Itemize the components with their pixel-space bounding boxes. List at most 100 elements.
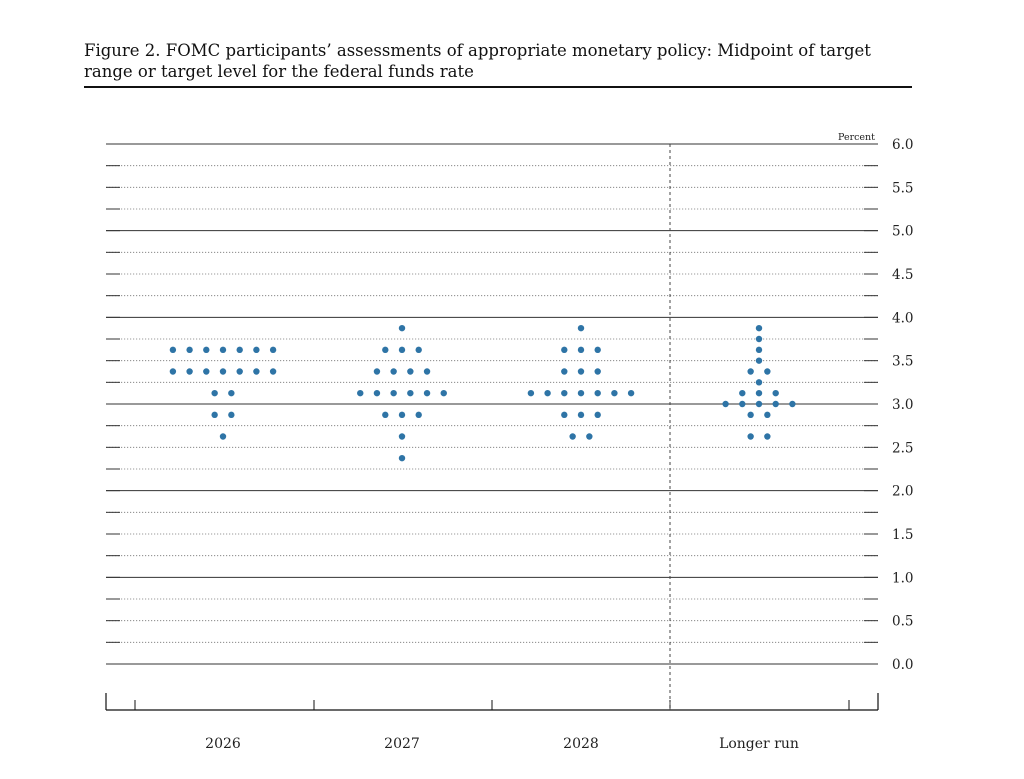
- participant-dot: [755, 400, 763, 408]
- participant-dot: [390, 368, 397, 375]
- participant-dot: [236, 346, 243, 354]
- participant-dot: [611, 389, 618, 397]
- participant-dot: [398, 324, 406, 332]
- participant-dot: [398, 411, 406, 419]
- participant-dot: [772, 400, 779, 408]
- title-rule: [84, 86, 912, 88]
- participant-dot: [764, 411, 771, 419]
- participant-dot: [747, 411, 754, 419]
- participant-dot: [577, 324, 585, 332]
- participant-dot: [789, 400, 796, 408]
- participant-dot: [382, 346, 389, 354]
- participant-dot: [755, 346, 763, 354]
- participant-dot: [764, 433, 771, 440]
- participant-dot: [219, 368, 227, 375]
- participant-dot: [527, 389, 535, 397]
- participant-dot: [755, 389, 763, 397]
- x-category-label: 2028: [563, 736, 599, 752]
- participant-dot: [382, 411, 389, 419]
- y-tick-label: 0.0: [892, 657, 913, 673]
- participant-dot: [755, 379, 763, 386]
- participant-dot: [373, 368, 381, 375]
- participant-dot: [577, 346, 585, 354]
- x-category-label: 2027: [384, 736, 420, 752]
- figure-title: Figure 2. FOMC participants’ assessments…: [84, 41, 871, 81]
- participant-dot: [561, 411, 568, 419]
- x-category-label: Longer run: [719, 736, 799, 752]
- y-tick-label: 3.5: [892, 354, 913, 370]
- participant-dot: [561, 389, 568, 397]
- y-tick-label: 0.5: [892, 614, 913, 630]
- participant-dot: [219, 346, 227, 354]
- participant-dot: [269, 368, 277, 375]
- y-tick-label: 6.0: [892, 137, 913, 153]
- x-category-label: 2026: [205, 736, 241, 752]
- participant-dot: [577, 411, 585, 419]
- participant-dot: [747, 433, 754, 440]
- participant-dot: [203, 368, 210, 375]
- participant-dot: [169, 368, 177, 375]
- participant-dot: [357, 389, 364, 397]
- participant-dot: [594, 389, 601, 397]
- participant-dot: [561, 346, 568, 354]
- participant-dot: [373, 389, 381, 397]
- participant-dot: [755, 357, 763, 364]
- participant-dot: [236, 368, 243, 375]
- participant-dot: [739, 400, 746, 408]
- participant-dot: [423, 389, 431, 397]
- y-tick-label: 5.5: [892, 180, 913, 196]
- dots: [169, 324, 796, 462]
- participant-dot: [398, 433, 406, 440]
- y-tick-label: 2.5: [892, 440, 913, 456]
- participant-dot: [228, 389, 235, 397]
- participant-dot: [594, 346, 601, 354]
- grid-lines: [106, 143, 878, 665]
- participant-dot: [186, 368, 193, 375]
- y-tick-label: 4.0: [892, 310, 913, 326]
- participant-dot: [569, 433, 576, 440]
- participant-dot: [586, 433, 593, 440]
- participant-dot: [739, 389, 746, 397]
- labels: 0.0 0.5 1.0 1.5 2.0 2.5 3.0 3.5 4.0 4.5 5.0 5.5 6.0 P…: [205, 132, 913, 752]
- participant-dot: [747, 368, 754, 375]
- participant-dot: [398, 346, 406, 354]
- participant-dot: [169, 346, 177, 354]
- participant-dot: [253, 368, 260, 375]
- participant-dot: [398, 454, 406, 462]
- participant-dot: [407, 368, 414, 375]
- participant-dot: [772, 389, 779, 397]
- participant-dot: [269, 346, 277, 354]
- y-axis-label: Percent: [838, 132, 875, 143]
- y-tick-label: 1.0: [892, 570, 913, 586]
- participant-dot: [594, 411, 601, 419]
- participant-dot: [219, 433, 227, 440]
- participant-dot: [755, 335, 763, 343]
- participant-dot: [415, 411, 422, 419]
- participant-dot: [577, 389, 585, 397]
- participant-dot: [407, 389, 414, 397]
- y-tick-label: 2.0: [892, 484, 913, 500]
- participant-dot: [203, 346, 210, 354]
- participant-dot: [594, 368, 601, 375]
- participant-dot: [211, 389, 218, 397]
- participant-dot: [423, 368, 431, 375]
- participant-dot: [722, 400, 729, 408]
- participant-dot: [627, 389, 635, 397]
- y-tick-label: 4.5: [892, 267, 913, 283]
- participant-dot: [440, 389, 447, 397]
- participant-dot: [228, 411, 235, 419]
- participant-dot: [561, 368, 568, 375]
- y-tick-label: 5.0: [892, 224, 913, 240]
- participant-dot: [764, 368, 771, 375]
- participant-dot: [253, 346, 260, 354]
- participant-dot: [211, 411, 218, 419]
- participant-dot: [186, 346, 193, 354]
- chart-frame: [105, 144, 879, 711]
- y-tick-label: 1.5: [892, 527, 913, 543]
- participant-dot: [755, 324, 763, 332]
- y-tick-label: 3.0: [892, 397, 913, 413]
- participant-dot: [390, 389, 397, 397]
- participant-dot: [544, 389, 551, 397]
- participant-dot: [415, 346, 422, 354]
